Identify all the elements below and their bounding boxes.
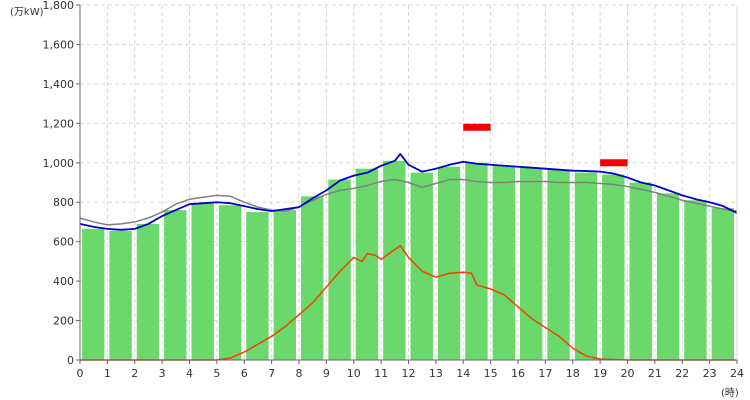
x-tick-label: 11 [374,367,388,380]
demand-bar [684,200,707,360]
x-tick-label: 4 [186,367,193,380]
lines-layer [79,153,738,361]
demand-bar [465,162,488,360]
x-tick-label: 9 [323,367,330,380]
x-tick-label: 12 [402,367,416,380]
demand-bar [492,165,515,360]
x-tick-label: 16 [511,367,525,380]
demand-bar [629,182,652,360]
y-tick-label: 0 [67,354,74,367]
x-tick-label: 22 [675,367,689,380]
demand-bar [191,203,214,360]
x-tick-label: 21 [648,367,662,380]
demand-bar [164,210,187,360]
x-tick-label: 2 [131,367,138,380]
x-tick-label: 7 [268,367,275,380]
y-tick-label: 600 [53,236,74,249]
x-unit-label: (時) [721,387,739,399]
demand-bar [246,212,269,360]
x-tick-label: 14 [456,367,470,380]
orange-series-line [80,244,737,361]
demand-bar [109,230,132,360]
demand-bar [273,210,296,360]
x-tick-label: 0 [77,367,84,380]
x-tick-label: 1 [104,367,111,380]
x-tick-label: 5 [213,367,220,380]
demand-bar [355,168,379,360]
x-tick-label: 8 [296,367,303,380]
demand-bar [711,208,734,360]
x-tick-label: 6 [241,367,248,380]
x-tick-label: 23 [703,367,717,380]
y-tick-label: 1,800 [43,0,75,12]
demand-bar [82,228,105,360]
demand-bar [437,166,461,360]
peak-marker [463,123,491,131]
x-tick-label: 13 [429,367,443,380]
markers-layer [463,123,628,167]
x-tick-label: 19 [593,367,607,380]
demand-bar [574,172,598,360]
bars-layer [82,160,734,360]
x-tick-label: 15 [484,367,498,380]
demand-bar [520,167,543,360]
x-tick-label: 18 [566,367,580,380]
x-tick-label: 17 [538,367,552,380]
x-tick-label: 20 [621,367,635,380]
x-tick-label: 3 [159,367,166,380]
y-tick-label: 1,600 [43,38,75,51]
demand-bar [656,193,680,360]
demand-bar [410,172,433,360]
demand-bar [218,205,242,360]
y-tick-label: 400 [53,275,74,288]
y-tick-label: 1,400 [43,78,75,91]
blue-series-line [79,153,738,231]
demand-bar [383,160,406,360]
y-tick-label: 1,000 [43,157,75,170]
demand-bar [547,169,570,360]
peak-marker [600,159,628,167]
y-tick-label: 1,200 [43,117,75,130]
y-tick-label: 200 [53,315,74,328]
axis-layer: 0 200 400 600 800 1,000 1,200 1,400 1,600 1,800 0 1… [43,0,745,380]
demand-bar [301,196,324,360]
gray-series-line [79,178,738,226]
x-tick-label: 10 [347,367,361,380]
x-tick-label: 24 [730,367,744,380]
y-unit-label: (万kW) [10,7,44,18]
demand-bar [136,223,160,360]
y-tick-label: 800 [53,196,74,209]
demand-bar [328,179,351,360]
demand-bar [602,174,625,360]
